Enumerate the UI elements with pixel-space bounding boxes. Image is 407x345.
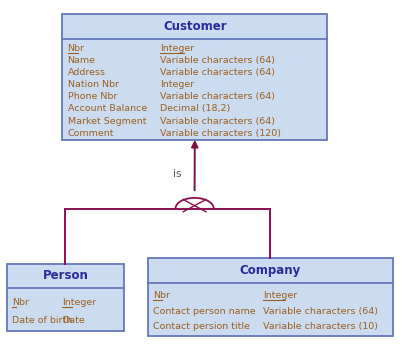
Text: Integer: Integer bbox=[263, 290, 298, 299]
Text: Integer: Integer bbox=[160, 44, 195, 53]
Text: Market Segment: Market Segment bbox=[68, 117, 146, 126]
Text: Nbr: Nbr bbox=[12, 298, 29, 307]
Text: Contact persion title: Contact persion title bbox=[153, 323, 250, 332]
Text: Variable characters (64): Variable characters (64) bbox=[160, 92, 276, 101]
FancyBboxPatch shape bbox=[148, 258, 393, 336]
Text: Nbr: Nbr bbox=[153, 290, 170, 299]
Text: Variable characters (10): Variable characters (10) bbox=[263, 323, 378, 332]
Text: Nation Nbr: Nation Nbr bbox=[68, 80, 118, 89]
Text: Variable characters (120): Variable characters (120) bbox=[160, 129, 281, 138]
Text: Person: Person bbox=[42, 269, 88, 283]
Text: Company: Company bbox=[240, 264, 301, 277]
Text: Integer: Integer bbox=[160, 80, 195, 89]
Text: Variable characters (64): Variable characters (64) bbox=[160, 56, 276, 65]
Text: Date of birth: Date of birth bbox=[12, 316, 72, 325]
Text: Account Balance: Account Balance bbox=[68, 105, 147, 114]
Text: Contact person name: Contact person name bbox=[153, 306, 256, 316]
Text: Customer: Customer bbox=[163, 20, 227, 33]
Text: Integer: Integer bbox=[62, 298, 96, 307]
Text: Phone Nbr: Phone Nbr bbox=[68, 92, 117, 101]
Text: Date: Date bbox=[62, 316, 85, 325]
FancyBboxPatch shape bbox=[62, 14, 327, 140]
FancyBboxPatch shape bbox=[7, 264, 124, 331]
Text: Address: Address bbox=[68, 68, 105, 77]
Text: Comment: Comment bbox=[68, 129, 114, 138]
Text: Variable characters (64): Variable characters (64) bbox=[160, 68, 276, 77]
Text: is: is bbox=[173, 169, 182, 179]
Text: Name: Name bbox=[68, 56, 96, 65]
Text: Variable characters (64): Variable characters (64) bbox=[263, 306, 378, 316]
Text: Nbr: Nbr bbox=[68, 44, 85, 53]
Text: Decimal (18,2): Decimal (18,2) bbox=[160, 105, 231, 114]
Text: Variable characters (64): Variable characters (64) bbox=[160, 117, 276, 126]
